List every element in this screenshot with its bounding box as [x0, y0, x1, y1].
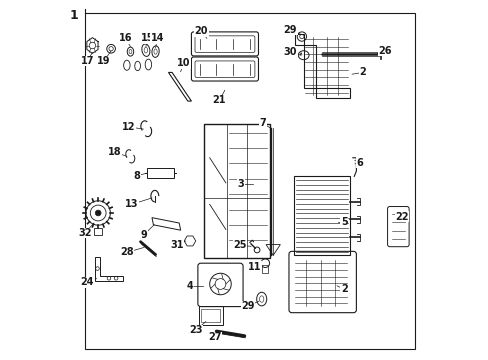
Text: 22: 22	[395, 212, 408, 221]
Bar	[204, 124, 269, 258]
Text: 5: 5	[340, 217, 347, 227]
Text: 31: 31	[170, 240, 183, 250]
Bar	[198, 306, 223, 325]
Text: 9: 9	[141, 230, 147, 239]
Text: 23: 23	[189, 325, 203, 335]
Text: 29: 29	[241, 301, 254, 311]
Text: 12: 12	[122, 122, 136, 132]
Text: 11: 11	[247, 262, 261, 272]
Text: 24: 24	[81, 277, 94, 287]
Text: 4: 4	[186, 281, 193, 291]
Text: 20: 20	[194, 26, 208, 36]
Text: 17: 17	[81, 56, 94, 66]
Text: 6: 6	[356, 158, 363, 168]
Polygon shape	[87, 38, 98, 53]
Text: 1: 1	[69, 9, 78, 22]
Bar	[262, 265, 267, 273]
Text: 18: 18	[108, 147, 121, 157]
Text: 14: 14	[150, 33, 164, 43]
Text: 16: 16	[119, 33, 132, 43]
Text: 2: 2	[359, 67, 366, 77]
Text: 13: 13	[124, 199, 138, 210]
Text: 15: 15	[141, 33, 154, 43]
Bar	[94, 228, 102, 235]
Text: 28: 28	[120, 247, 133, 257]
Text: 27: 27	[208, 332, 222, 342]
Text: 25: 25	[233, 240, 246, 250]
Text: 7: 7	[259, 118, 266, 128]
Bar	[147, 168, 174, 178]
Text: 10: 10	[177, 58, 190, 68]
Circle shape	[95, 210, 101, 216]
Text: 29: 29	[283, 25, 297, 35]
Text: 21: 21	[212, 95, 225, 105]
Text: 32: 32	[78, 228, 91, 238]
Text: 2: 2	[340, 284, 347, 294]
Text: 3: 3	[237, 179, 244, 189]
Text: 30: 30	[283, 46, 297, 57]
Bar	[293, 176, 349, 255]
Text: 8: 8	[133, 171, 140, 181]
Text: 26: 26	[378, 46, 391, 56]
Bar	[201, 309, 220, 322]
Text: 19: 19	[97, 56, 110, 66]
